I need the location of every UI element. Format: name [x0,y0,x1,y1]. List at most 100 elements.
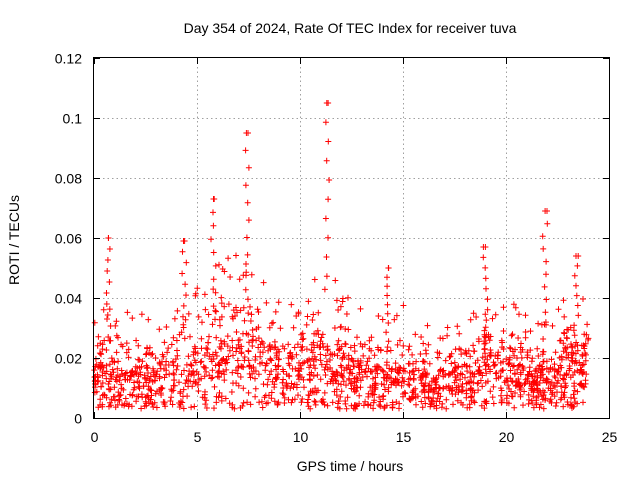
data-point [306,376,313,383]
data-point [543,321,549,328]
data-point [560,376,567,383]
data-point [557,396,564,403]
data-point [118,381,125,388]
data-point [318,334,325,341]
data-point [479,354,486,361]
data-point [555,366,562,372]
data-point [511,352,518,359]
data-point [132,363,139,370]
data-point [224,343,231,350]
data-point [475,368,482,375]
data-point [568,357,575,364]
data-point [313,330,320,337]
data-point [570,391,577,398]
data-point [481,338,488,345]
data-point [343,405,350,412]
data-point [392,360,399,367]
data-point [580,399,586,406]
data-point [534,382,541,389]
data-point [402,368,408,375]
data-point [260,279,267,286]
x-tick-label: 5 [194,429,202,445]
data-point [508,393,515,400]
data-point [243,330,250,337]
data-point [209,367,216,374]
data-point [122,370,129,377]
data-point [572,399,579,406]
data-point [212,316,218,323]
data-point [371,386,378,393]
data-point [425,382,432,389]
data-point [128,403,135,410]
chart-title: Day 354 of 2024, Rate Of TEC Index for r… [184,20,517,36]
data-point [391,316,398,323]
data-point [118,341,125,348]
data-point [480,254,487,261]
data-point [327,378,334,385]
data-point [500,328,507,334]
data-point [509,331,516,338]
data-point [163,367,170,374]
data-point [174,307,181,314]
data-point [98,351,105,358]
data-point [444,332,451,339]
data-point [397,367,403,374]
data-point [483,400,490,407]
data-point [91,319,98,326]
data-point [225,255,232,262]
data-point [329,399,336,406]
data-point [540,245,547,252]
data-point [483,370,490,377]
data-point [543,296,550,303]
data-point [507,367,514,374]
data-point [558,364,565,371]
data-point [230,352,236,359]
data-point [542,208,549,214]
data-point [492,370,499,377]
data-point [91,389,98,396]
data-point [536,404,543,411]
data-point [199,394,206,401]
data-point [208,358,215,365]
data-point [385,265,392,271]
data-point [561,313,568,320]
data-point [582,357,589,364]
data-point [133,398,140,405]
data-point [306,371,313,378]
data-point [418,334,425,340]
data-point [343,365,350,372]
data-point [448,360,455,367]
data-point [560,340,567,347]
data-point [556,354,563,361]
data-point [459,387,466,394]
data-point [129,315,136,322]
data-point [548,356,555,363]
data-point [315,309,322,316]
data-point [214,369,221,376]
data-point [135,342,142,349]
data-point [133,370,140,377]
data-point [243,269,250,276]
data-point [247,374,254,381]
data-point [181,335,188,342]
data-point [272,375,279,382]
data-point [173,366,180,373]
data-point [517,371,524,378]
data-point [551,367,558,373]
data-point [283,382,290,388]
data-point [106,361,113,368]
data-point [185,353,192,360]
data-point [247,318,254,324]
data-point [517,393,524,400]
data-point [296,365,302,372]
y-tick-label: 0.12 [55,51,82,67]
data-point [450,401,456,408]
data-point [340,378,347,385]
data-point [104,268,111,274]
data-point [210,286,217,293]
data-point [106,386,113,393]
data-point [202,306,209,313]
data-point [303,321,310,328]
data-point [500,304,507,311]
